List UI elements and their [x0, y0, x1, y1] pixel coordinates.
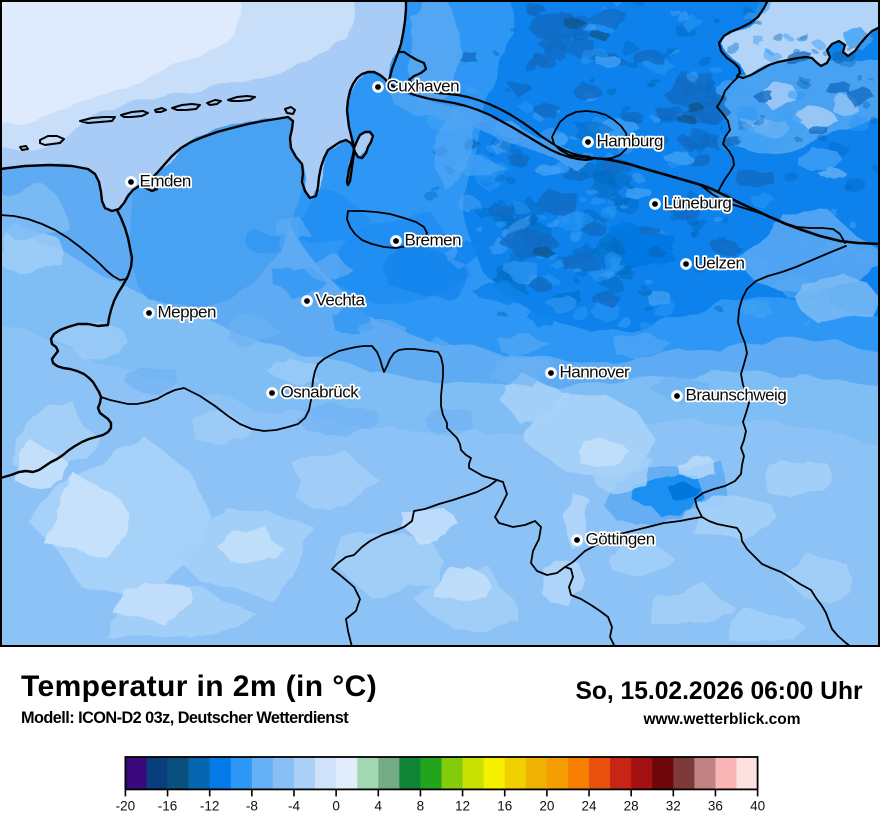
svg-text:-16: -16: [158, 799, 178, 814]
svg-text:So, 15.02.2026 06:00 Uhr: So, 15.02.2026 06:00 Uhr: [575, 678, 863, 705]
svg-text:Hannover: Hannover: [560, 362, 631, 381]
svg-text:12: 12: [455, 799, 470, 814]
svg-text:Modell: ICON-D2 03z, Deutscher: Modell: ICON-D2 03z, Deutscher Wetterdie…: [21, 709, 349, 727]
svg-text:www.wetterblick.com: www.wetterblick.com: [642, 711, 800, 728]
svg-text:Braunschweig: Braunschweig: [686, 385, 787, 404]
svg-text:Lüneburg: Lüneburg: [664, 193, 732, 212]
svg-text:32: 32: [666, 799, 681, 814]
svg-text:Bremen: Bremen: [405, 230, 462, 249]
svg-text:Cuxhaven: Cuxhaven: [387, 76, 460, 95]
svg-text:-12: -12: [200, 799, 220, 814]
svg-text:Meppen: Meppen: [158, 302, 216, 321]
svg-text:-20: -20: [116, 799, 136, 814]
svg-text:0: 0: [332, 799, 340, 814]
svg-text:Göttingen: Göttingen: [586, 529, 655, 548]
svg-text:36: 36: [708, 799, 723, 814]
svg-text:Hamburg: Hamburg: [597, 131, 663, 150]
svg-text:4: 4: [375, 799, 383, 814]
svg-text:-8: -8: [246, 799, 258, 814]
svg-text:-4: -4: [288, 799, 300, 814]
svg-text:40: 40: [750, 799, 765, 814]
svg-text:Temperatur in 2m (in °C): Temperatur in 2m (in °C): [21, 670, 377, 703]
svg-text:Emden: Emden: [140, 171, 191, 190]
svg-text:Uelzen: Uelzen: [695, 253, 745, 272]
svg-text:16: 16: [497, 799, 512, 814]
svg-text:8: 8: [417, 799, 425, 814]
svg-text:Osnabrück: Osnabrück: [281, 382, 360, 401]
svg-text:20: 20: [539, 799, 554, 814]
svg-text:Vechta: Vechta: [316, 290, 366, 309]
svg-text:28: 28: [624, 799, 639, 814]
svg-text:24: 24: [581, 799, 597, 814]
